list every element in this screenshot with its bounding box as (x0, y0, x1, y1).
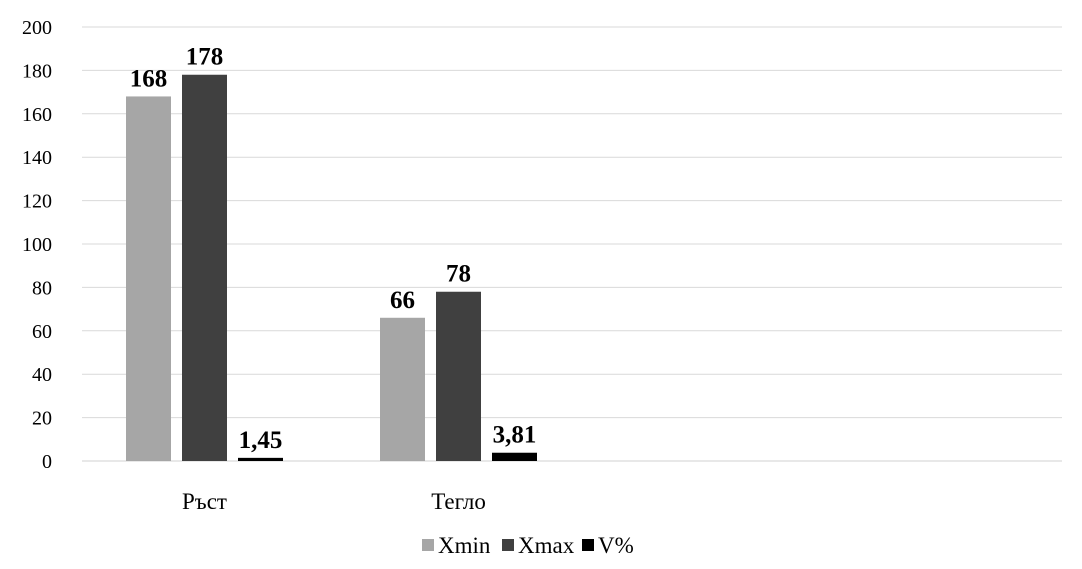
legend-item-V%: V% (582, 533, 634, 558)
bar-Xmax-Тегло (436, 291, 481, 461)
legend-swatch-V% (582, 539, 594, 551)
bar-V%-Тегло (492, 452, 537, 461)
gridlines (82, 26, 1062, 462)
y-tick-label-120: 120 (22, 191, 52, 213)
legend-swatch-Xmin (422, 539, 434, 551)
y-tick-label-180: 180 (22, 60, 52, 82)
y-tick-label-100: 100 (22, 234, 52, 256)
bar-Xmin-Тегло (380, 317, 425, 461)
y-tick-label-80: 80 (32, 277, 52, 299)
legend-item-Xmax: Xmax (502, 533, 575, 558)
legend-label-Xmax: Xmax (518, 533, 575, 558)
data-label-Xmax-Ръст: 178 (186, 44, 224, 71)
data-label-Xmin-Тегло: 66 (390, 287, 415, 314)
y-tick-label-60: 60 (32, 321, 52, 343)
y-tick-label-20: 20 (32, 408, 52, 430)
data-label-Xmax-Тегло: 78 (446, 261, 471, 288)
bars (126, 74, 537, 462)
category-label-1: Тегло (431, 489, 486, 514)
data-label-V%-Ръст: 1,45 (239, 427, 283, 454)
category-label-0: Ръст (182, 489, 227, 514)
x-axis-category-labels: Ръст Тегло (182, 489, 486, 514)
y-tick-label-160: 160 (22, 104, 52, 126)
bar-Xmax-Ръст (182, 74, 227, 462)
y-tick-label-40: 40 (32, 364, 52, 386)
data-labels: 168 178 1,45 66 78 3,81 (130, 44, 537, 454)
legend-label-V%: V% (598, 533, 634, 558)
y-tick-label-200: 200 (22, 17, 52, 39)
legend-item-Xmin: Xmin (422, 533, 491, 558)
y-tick-label-140: 140 (22, 147, 52, 169)
legend: Xmin Xmax V% (422, 533, 634, 558)
y-axis-tick-labels: 0 20 40 60 80 100 120 140 160 180 200 (22, 17, 52, 473)
bar-V%-Ръст (238, 457, 283, 461)
bar-Xmin-Ръст (126, 96, 171, 461)
legend-swatch-Xmax (502, 539, 514, 551)
legend-label-Xmin: Xmin (438, 533, 491, 558)
data-label-V%-Тегло: 3,81 (493, 422, 537, 449)
data-label-Xmin-Ръст: 168 (130, 65, 168, 92)
y-tick-label-0: 0 (42, 451, 52, 473)
